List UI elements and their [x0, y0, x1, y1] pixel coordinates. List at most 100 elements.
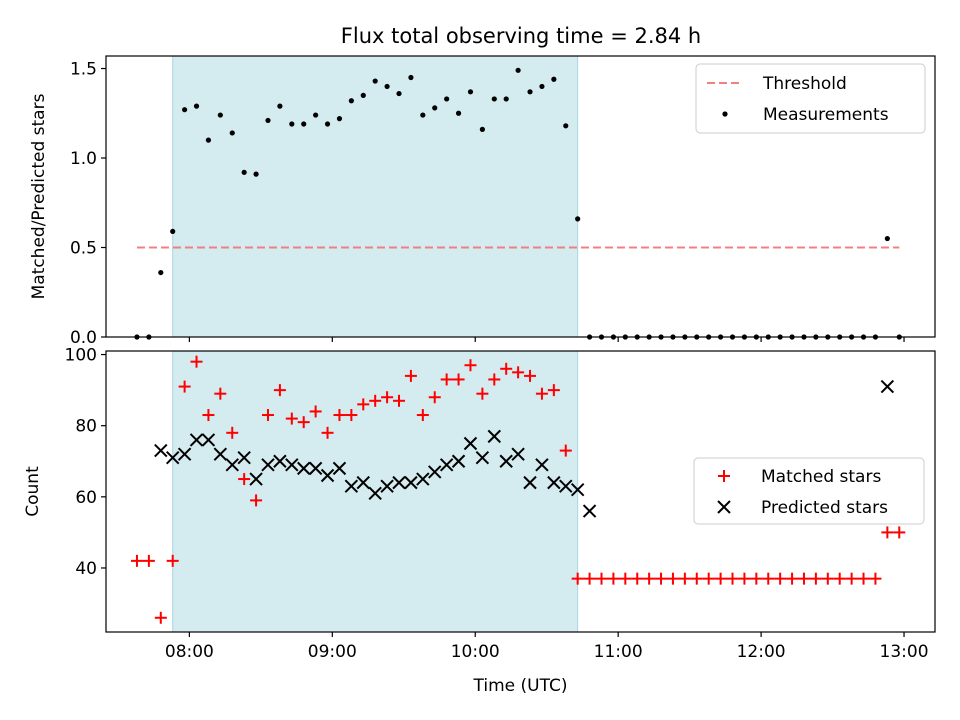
matched-star-point-37 — [571, 572, 584, 585]
predicted-star-point-18 — [368, 486, 382, 500]
measurement-point-4 — [182, 107, 188, 113]
matched-star-point-56 — [797, 572, 810, 585]
top-ytick-label-2: 1.0 — [70, 149, 97, 169]
predicted-star-point-13 — [308, 461, 323, 476]
predicted-star-point-15 — [332, 461, 347, 476]
measurement-point-17 — [336, 116, 343, 122]
matched-star-point-28 — [464, 359, 477, 372]
legend-threshold-label: Threshold — [762, 74, 847, 94]
legend-matched-label: Matched stars — [761, 467, 881, 487]
measurement-point-25 — [432, 105, 438, 111]
matched-star-point-15 — [309, 405, 322, 418]
bottom-y-axis-label: Count — [23, 466, 43, 517]
measurement-point-14 — [301, 121, 307, 127]
top-ytick-label-0: 0.0 — [70, 328, 97, 348]
predicted-star-point-36 — [582, 504, 597, 518]
predicted-star-point-20 — [392, 475, 406, 490]
bottom-legend: Matched stars Predicted stars — [693, 457, 925, 525]
measurement-point-37 — [575, 216, 581, 222]
matched-star-point-21 — [381, 391, 394, 404]
matched-star-point-45 — [666, 572, 679, 585]
matched-star-point-25 — [428, 391, 441, 404]
matched-star-point-48 — [702, 572, 715, 585]
matched-star-point-36 — [559, 444, 572, 457]
measurement-point-22 — [396, 90, 402, 97]
matched-star-point-60 — [845, 572, 858, 585]
matched-star-point-58 — [821, 572, 834, 585]
measurement-point-7 — [217, 112, 223, 118]
measurement-point-20 — [372, 78, 378, 84]
measurement-point-16 — [324, 121, 331, 127]
bottom-observing-shade — [172, 350, 579, 633]
top-legend: Threshold Measurements — [695, 63, 926, 134]
measurement-point-11 — [265, 117, 271, 124]
bottom-ytick-label-0: 40 — [75, 559, 97, 579]
predicted-star-point-7 — [237, 451, 251, 465]
matched-star-point-41 — [619, 572, 632, 585]
predicted-star-point-10 — [273, 454, 287, 468]
matched-star-point-47 — [690, 572, 703, 585]
legend-measurements-swatch — [722, 111, 728, 117]
matched-star-point-1 — [142, 554, 155, 567]
matched-star-point-42 — [631, 572, 644, 585]
predicted-star-point-6 — [225, 458, 239, 472]
measurement-point-36 — [563, 123, 569, 129]
matched-star-point-64 — [893, 526, 906, 539]
matched-star-point-24 — [416, 409, 429, 422]
predicted-star-point-25 — [451, 454, 466, 468]
predicted-star-point-16 — [344, 479, 359, 493]
matched-star-point-0 — [130, 554, 143, 567]
matched-star-point-55 — [786, 572, 799, 585]
matched-star-point-59 — [833, 572, 846, 585]
matched-star-point-32 — [512, 366, 525, 379]
matched-star-point-54 — [774, 572, 787, 585]
measurement-point-34 — [539, 83, 545, 90]
predicted-star-point-34 — [559, 479, 573, 493]
matched-star-point-17 — [333, 409, 346, 422]
matched-star-point-46 — [678, 572, 691, 585]
measurement-point-23 — [408, 74, 414, 81]
matched-star-point-29 — [476, 387, 489, 400]
predicted-star-point-11 — [285, 458, 299, 472]
top-ytick-label-1: 0.5 — [70, 239, 97, 259]
predicted-star-point-23 — [428, 465, 442, 479]
matched-star-point-8 — [226, 426, 239, 439]
top-panel: 0.0 0.5 1.0 1.5 Matched/Predicted stars Thr… — [29, 55, 936, 348]
predicted-star-point-17 — [356, 475, 370, 490]
predicted-star-point-19 — [380, 479, 394, 493]
x-axis-label: Time (UTC) — [473, 676, 568, 696]
predicted-star-point-2 — [177, 447, 192, 461]
measurement-point-31 — [503, 96, 509, 102]
matched-star-point-39 — [595, 572, 608, 585]
measurement-point-6 — [205, 137, 212, 143]
matched-star-point-44 — [655, 572, 668, 585]
bottom-ytick-label-3: 100 — [65, 346, 97, 366]
matched-star-point-13 — [285, 412, 298, 425]
matched-star-point-34 — [535, 387, 548, 400]
bottom-xtick-label-0: 08:00 — [165, 642, 214, 662]
matched-star-point-27 — [452, 373, 465, 386]
chart-title: Flux total observing time = 2.84 h — [341, 24, 701, 48]
matched-star-point-62 — [869, 572, 882, 585]
measurement-point-12 — [277, 103, 283, 109]
bottom-axes-frame — [105, 350, 936, 633]
matched-star-point-31 — [500, 362, 513, 375]
matched-star-point-9 — [238, 473, 251, 486]
predicted-star-point-33 — [547, 475, 561, 490]
predicted-star-point-27 — [475, 451, 490, 465]
predicted-star-point-12 — [297, 461, 311, 476]
matched-star-point-23 — [404, 369, 417, 382]
matched-star-point-43 — [643, 572, 656, 585]
matched-star-point-61 — [857, 572, 870, 585]
matched-star-point-22 — [393, 394, 406, 407]
predicted-star-point-0 — [154, 443, 168, 458]
bottom-ytick-label-2: 80 — [75, 417, 97, 437]
measurement-point-19 — [360, 92, 366, 98]
matched-star-point-51 — [738, 572, 751, 585]
matched-star-point-2 — [154, 611, 167, 624]
matched-star-point-52 — [750, 572, 763, 585]
predicted-star-point-30 — [511, 447, 525, 461]
measurement-point-13 — [289, 121, 295, 127]
measurement-point-26 — [444, 96, 450, 102]
